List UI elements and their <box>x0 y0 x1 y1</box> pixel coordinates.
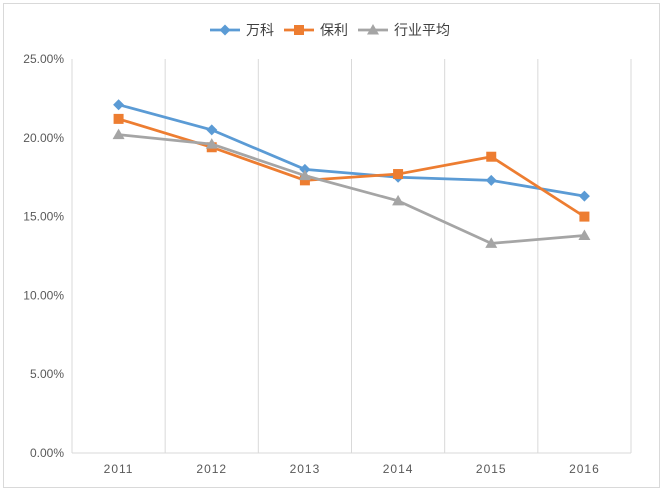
legend-item: 万科 <box>210 22 274 38</box>
series-triangle <box>112 128 591 248</box>
legend: 万科 保利 行业平均 <box>210 22 450 38</box>
data-point-square <box>579 211 590 222</box>
legend-marker-square-icon <box>294 25 304 35</box>
y-tick-label: 0.00% <box>30 446 64 460</box>
data-point-triangle <box>112 128 125 140</box>
x-tick-label: 2016 <box>569 462 600 476</box>
x-tick-label: 2012 <box>196 462 227 476</box>
legend-item: 行业平均 <box>358 22 450 38</box>
x-tick-label: 2014 <box>383 462 414 476</box>
data-point-diamond <box>206 124 218 136</box>
data-point-square <box>393 169 404 180</box>
series-line <box>117 133 586 245</box>
data-point-diamond <box>113 99 125 111</box>
y-tick-label: 5.00% <box>30 367 64 381</box>
data-point-triangle <box>485 237 498 248</box>
y-tick-label: 20.00% <box>23 131 64 145</box>
data-point-triangle <box>205 138 218 149</box>
legend-label: 行业平均 <box>394 22 450 38</box>
data-point-square <box>113 113 124 124</box>
legend-marker-triangle-icon <box>367 24 379 35</box>
data-point-diamond <box>578 190 590 202</box>
data-point-triangle <box>298 169 311 181</box>
series-lines <box>112 99 591 248</box>
chart-frame <box>3 3 660 488</box>
data-point-triangle <box>392 194 405 206</box>
x-tick-label: 2011 <box>104 462 134 476</box>
y-tick-label: 10.00% <box>23 288 64 302</box>
gridlines <box>71 59 632 453</box>
data-point-diamond <box>299 163 311 175</box>
legend-label: 万科 <box>246 22 274 38</box>
data-point-square <box>486 151 497 162</box>
data-point-diamond <box>485 174 497 186</box>
data-point-square <box>299 175 310 186</box>
y-tick-label: 25.00% <box>23 52 64 66</box>
y-tick-label: 15.00% <box>23 210 64 224</box>
axes: 0.00% 5.00% 10.00% 15.00% 20.00% 25.00% 2011 20… <box>23 52 631 476</box>
series-line <box>117 103 586 198</box>
data-point-triangle <box>578 229 591 241</box>
legend-label: 保利 <box>320 22 348 38</box>
x-tick-label: 2015 <box>476 462 507 476</box>
legend-marker-diamond-icon <box>219 24 231 36</box>
x-tick-label: 2013 <box>290 462 321 476</box>
legend-item: 保利 <box>284 22 348 38</box>
